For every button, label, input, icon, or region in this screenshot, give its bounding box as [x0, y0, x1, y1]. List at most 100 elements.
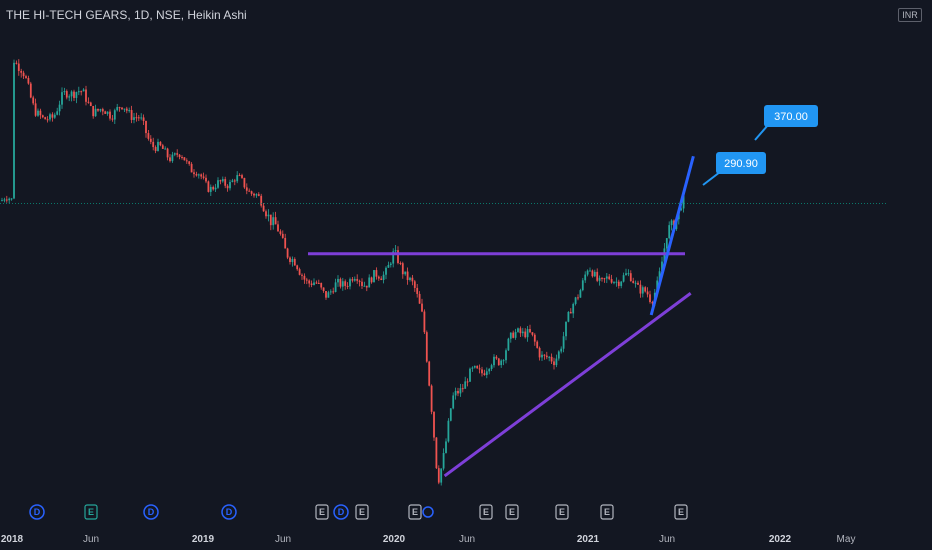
candle-body	[145, 120, 147, 134]
candle-body	[363, 285, 366, 287]
candle-body	[449, 408, 452, 421]
candle-body	[269, 214, 272, 226]
candle-body	[447, 420, 450, 442]
candle-body	[392, 251, 395, 264]
candle-body	[106, 111, 109, 114]
candle-body	[29, 83, 32, 98]
x-tick-label: Jun	[659, 534, 675, 545]
candle-body	[581, 280, 584, 291]
candle-body	[483, 373, 486, 376]
candle-body	[586, 270, 589, 275]
candle-body	[521, 331, 524, 334]
candle-body	[27, 77, 30, 84]
candle-body	[519, 328, 522, 334]
candle-body	[605, 276, 608, 279]
candle-body	[39, 110, 42, 116]
candle-body	[373, 270, 375, 283]
price-axis[interactable]	[886, 0, 932, 550]
candle-body	[627, 273, 630, 275]
candle-body	[579, 290, 582, 298]
earnings-badge[interactable]	[505, 504, 519, 520]
candle-body	[229, 181, 231, 189]
dividend-badge-partial[interactable]	[422, 506, 434, 518]
candle-body	[572, 303, 575, 314]
candle-body	[205, 177, 207, 182]
dividend-badge[interactable]	[221, 504, 237, 520]
candle-body	[293, 259, 296, 266]
earnings-badge[interactable]	[84, 504, 98, 520]
candle-body	[89, 102, 92, 106]
candle-body	[577, 297, 579, 299]
candle-body	[32, 97, 35, 104]
candle-body	[46, 119, 49, 121]
x-tick-label: 2022	[769, 534, 792, 545]
symbol-header: THE HI-TECH GEARS, 1D, NSE, Heikin Ashi	[6, 8, 247, 22]
candle-body	[245, 187, 248, 191]
candle-body	[65, 91, 68, 98]
candle-body	[171, 154, 174, 162]
currency-label[interactable]: INR	[898, 8, 922, 22]
candle-body	[164, 148, 167, 150]
candle-body	[617, 281, 620, 286]
candle-body	[265, 211, 267, 217]
candle-body	[382, 274, 385, 280]
candle-body	[133, 117, 135, 120]
candle-body	[308, 280, 311, 284]
dividend-badge[interactable]	[29, 504, 45, 520]
candle-body	[202, 176, 205, 178]
dividend-badge[interactable]	[333, 504, 349, 520]
ascending-trendline[interactable]	[443, 292, 692, 478]
earnings-badge[interactable]	[355, 504, 369, 520]
candle-body	[121, 107, 123, 110]
candle-body	[538, 347, 541, 358]
earnings-badge[interactable]	[555, 504, 569, 520]
candle-body	[34, 103, 37, 116]
target-callout[interactable]	[764, 105, 818, 127]
earnings-badge-label: E	[559, 507, 565, 517]
candle-body	[488, 368, 491, 372]
candle-body	[565, 321, 567, 337]
candle-body	[68, 96, 71, 98]
candle-body	[524, 331, 527, 338]
candle-body	[193, 172, 195, 175]
candle-body	[658, 271, 661, 281]
candle-body	[548, 356, 551, 358]
candle-body	[63, 91, 66, 93]
earnings-badge[interactable]	[600, 504, 614, 520]
candle-body	[353, 279, 356, 281]
candle-body	[305, 279, 308, 281]
earnings-badge-label: E	[88, 507, 94, 517]
candle-body	[116, 107, 119, 111]
candle-body	[147, 133, 150, 139]
candle-body	[10, 198, 13, 200]
candle-body	[181, 156, 183, 158]
candle-body	[301, 274, 303, 276]
candle-body	[169, 157, 171, 162]
candle-body	[274, 217, 277, 225]
candle-body	[207, 181, 210, 192]
candle-body	[209, 186, 212, 192]
dividend-badge[interactable]	[143, 504, 159, 520]
candle-body	[553, 361, 555, 366]
earnings-badge[interactable]	[408, 504, 422, 520]
candle-body	[221, 179, 224, 182]
candle-body	[437, 468, 440, 483]
candle-body	[497, 358, 500, 366]
earnings-badge[interactable]	[674, 504, 688, 520]
candle-body	[51, 114, 54, 118]
earnings-badge[interactable]	[315, 504, 329, 520]
earnings-badge[interactable]	[479, 504, 493, 520]
candle-body	[507, 338, 510, 351]
candle-body	[421, 303, 423, 312]
candle-body	[461, 388, 464, 390]
candle-body	[661, 261, 663, 272]
target-callout[interactable]	[716, 152, 766, 174]
candle-body	[445, 441, 447, 453]
candle-body	[214, 187, 217, 190]
candle-body	[665, 238, 668, 249]
target-trendline[interactable]	[649, 155, 695, 316]
x-tick-label: Jun	[459, 534, 475, 545]
candle-body	[190, 163, 193, 173]
